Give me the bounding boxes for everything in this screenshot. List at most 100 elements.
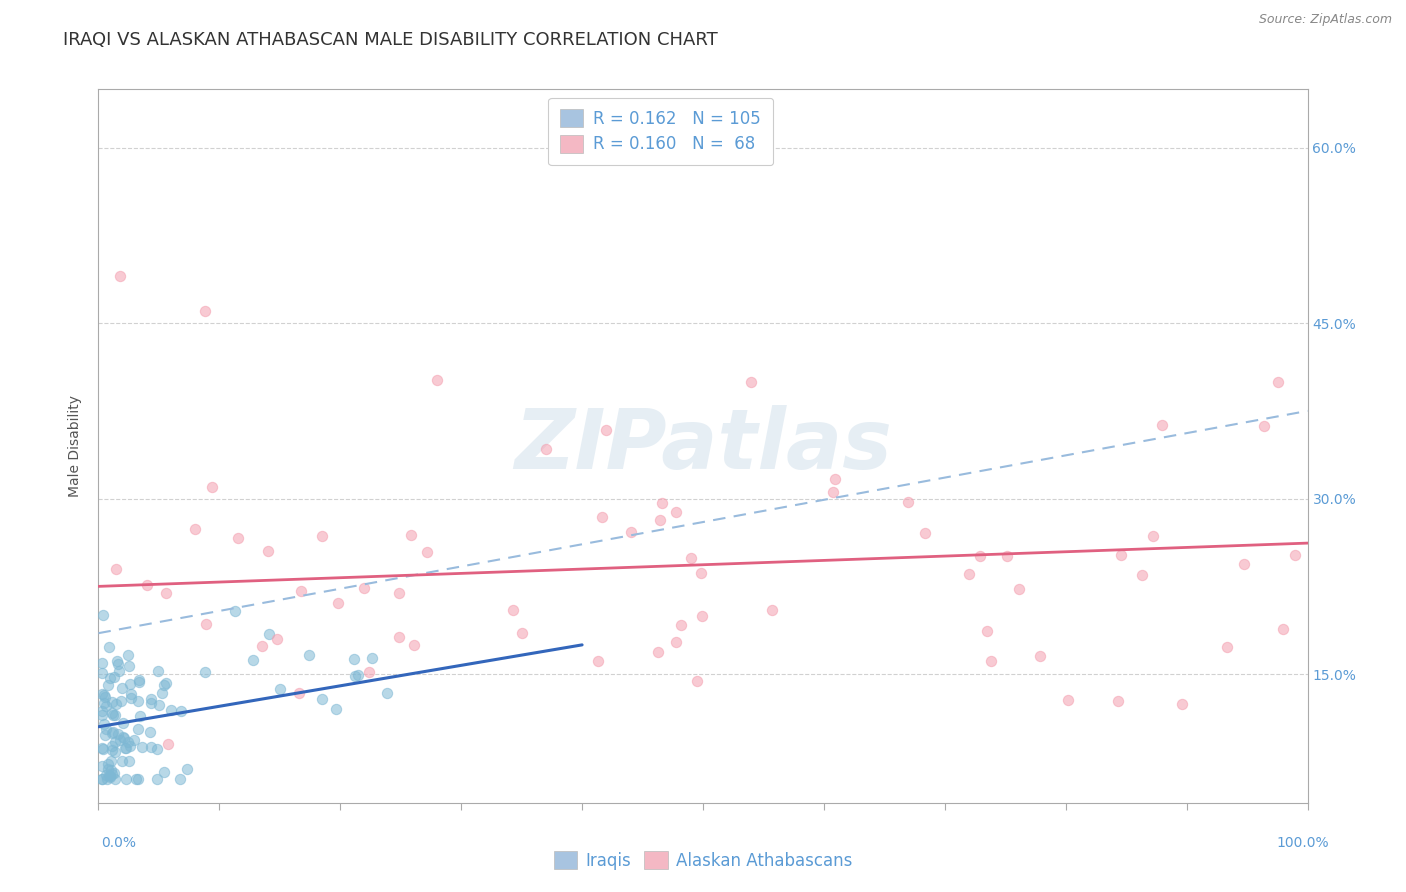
Point — [152, 765, 174, 780]
Point — [100, 739, 122, 753]
Point — [224, 604, 246, 618]
Point — [651, 496, 673, 510]
Point — [145, 742, 167, 756]
Point — [98, 672, 121, 686]
Point — [969, 549, 991, 563]
Point — [91, 759, 114, 773]
Point — [534, 442, 557, 457]
Point — [201, 480, 224, 494]
Point — [325, 702, 347, 716]
Point — [648, 513, 671, 527]
Point — [1109, 548, 1132, 562]
Point — [1056, 692, 1078, 706]
Text: IRAQI VS ALASKAN ATHABASCAN MALE DISABILITY CORRELATION CHART: IRAQI VS ALASKAN ATHABASCAN MALE DISABIL… — [63, 31, 718, 49]
Point — [110, 693, 132, 707]
Point — [510, 626, 533, 640]
Point — [91, 704, 114, 718]
Point — [104, 698, 127, 712]
Point — [105, 562, 128, 576]
Point — [91, 687, 114, 701]
Point — [311, 529, 333, 543]
Point — [1008, 582, 1031, 596]
Text: Source: ZipAtlas.com: Source: ZipAtlas.com — [1258, 13, 1392, 27]
Point — [957, 567, 980, 582]
Point — [153, 678, 176, 692]
Point — [93, 742, 115, 756]
Point — [326, 596, 349, 610]
Point — [91, 666, 114, 681]
Point — [647, 644, 669, 658]
Point — [139, 691, 162, 706]
Point — [404, 638, 426, 652]
Point — [101, 743, 124, 757]
Point — [665, 505, 688, 519]
Point — [824, 472, 846, 486]
Point — [269, 681, 291, 696]
Point — [170, 704, 193, 718]
Point — [91, 740, 114, 755]
Point — [1253, 418, 1275, 433]
Point — [502, 603, 524, 617]
Point — [96, 723, 118, 737]
Point — [100, 763, 122, 777]
Point — [114, 741, 136, 756]
Point — [1272, 622, 1295, 636]
Point — [897, 495, 920, 509]
Point — [669, 618, 692, 632]
Point — [94, 728, 117, 742]
Point — [107, 727, 129, 741]
Point — [120, 677, 142, 691]
Point — [1233, 557, 1256, 571]
Point — [124, 772, 146, 787]
Point — [176, 762, 198, 776]
Point — [146, 664, 169, 678]
Point — [120, 739, 142, 753]
Point — [169, 772, 191, 787]
Point — [128, 674, 150, 689]
Point — [91, 772, 114, 787]
Point — [387, 586, 409, 600]
Point — [94, 698, 117, 713]
Point — [97, 678, 120, 692]
Point — [160, 703, 183, 717]
Point — [128, 709, 150, 723]
Point — [91, 707, 114, 722]
Point — [101, 707, 124, 722]
Text: ZIPatlas: ZIPatlas — [515, 406, 891, 486]
Y-axis label: Male Disability: Male Disability — [69, 395, 83, 497]
Point — [91, 607, 114, 622]
Point — [111, 681, 134, 695]
Point — [127, 694, 149, 708]
Point — [111, 755, 134, 769]
Point — [184, 522, 207, 536]
Point — [127, 723, 149, 737]
Point — [91, 772, 114, 787]
Point — [118, 754, 141, 768]
Point — [226, 531, 249, 545]
Point — [104, 745, 127, 759]
Point — [914, 525, 936, 540]
Point — [194, 665, 217, 680]
Point — [399, 528, 422, 542]
Point — [101, 695, 124, 709]
Point — [155, 586, 177, 600]
Point — [1150, 418, 1173, 433]
Point — [93, 717, 115, 731]
Point — [1171, 697, 1194, 711]
Point — [357, 665, 380, 680]
Point — [100, 706, 122, 720]
Point — [112, 715, 135, 730]
Point — [361, 650, 384, 665]
Point — [112, 731, 135, 746]
Point — [98, 770, 121, 784]
Text: 100.0%: 100.0% — [1277, 836, 1329, 850]
Point — [740, 375, 762, 389]
Point — [343, 669, 366, 683]
Point — [416, 545, 439, 559]
Point — [375, 686, 398, 700]
Point — [135, 578, 157, 592]
Point — [97, 762, 120, 776]
Point — [311, 692, 333, 706]
Point — [257, 627, 280, 641]
Point — [290, 583, 312, 598]
